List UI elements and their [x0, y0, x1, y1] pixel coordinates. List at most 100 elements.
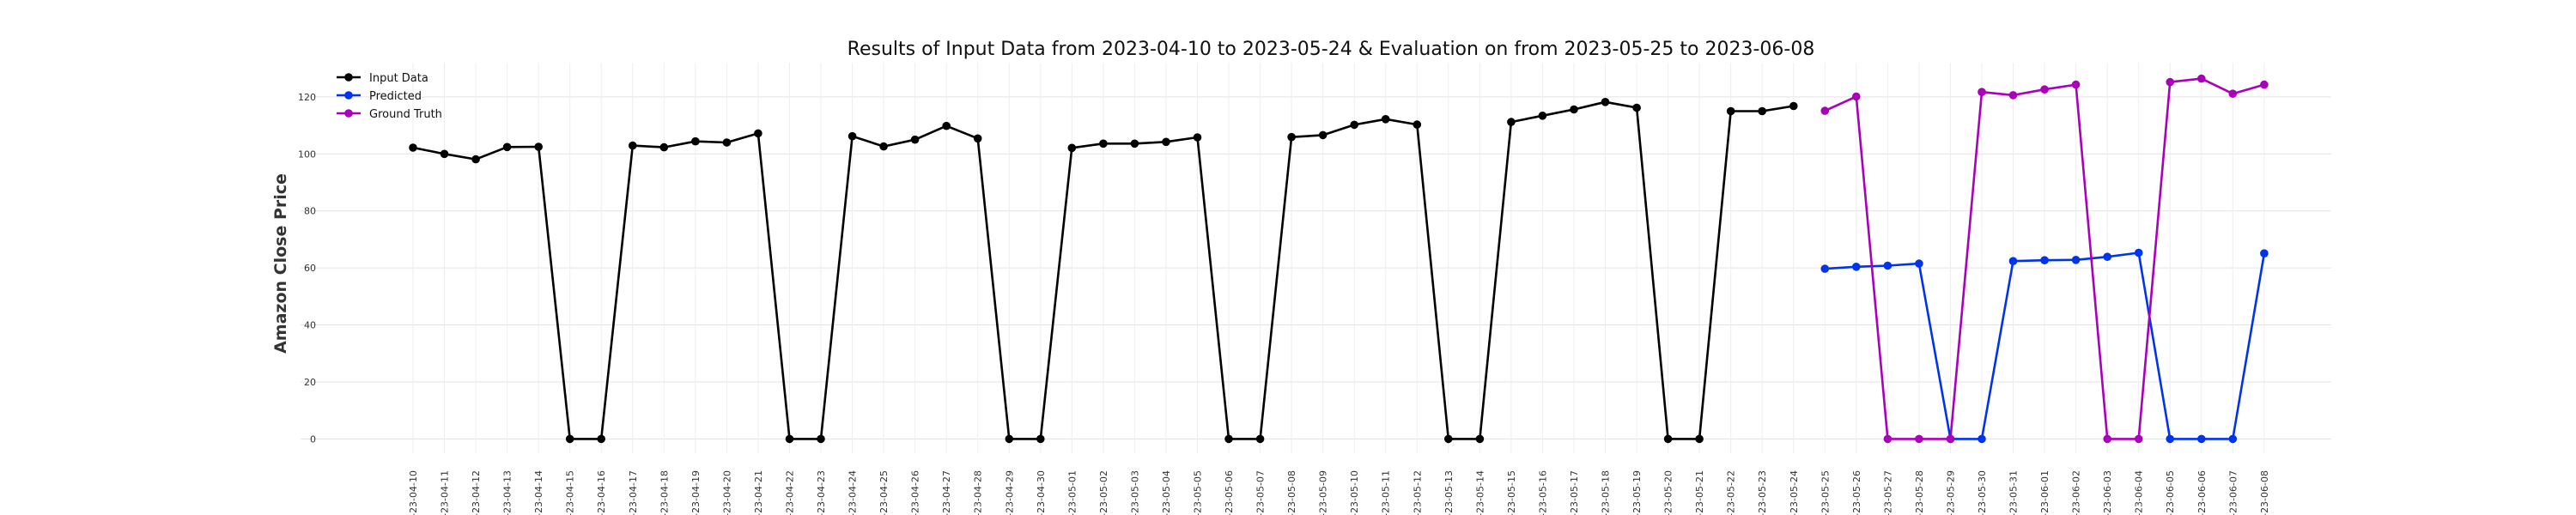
data-point [1663, 434, 1673, 444]
data-point [2134, 248, 2143, 258]
data-point [1695, 434, 1704, 444]
data-point [973, 134, 982, 143]
data-point [471, 154, 480, 164]
legend: Input Data Predicted Ground Truth [337, 72, 442, 121]
data-point [534, 142, 543, 151]
data-point [1130, 139, 1139, 148]
x-tick-label: -23-05-20 [1663, 470, 1674, 515]
x-tick-label: -23-05-07 [1255, 470, 1267, 515]
data-point [409, 143, 417, 152]
x-tick-label: -23-04-15 [565, 470, 576, 515]
x-tick-label: -23-05-31 [2008, 470, 2020, 515]
y-tick-label: 100 [298, 148, 316, 160]
data-point [2103, 434, 2111, 444]
x-tick-label: -23-04-21 [753, 470, 764, 515]
x-tick-label: -23-05-26 [1851, 470, 1862, 515]
data-point [1444, 434, 1453, 444]
data-point [879, 142, 888, 151]
y-tick-label: 60 [304, 263, 316, 274]
data-point [1036, 434, 1045, 444]
data-point [785, 434, 794, 444]
data-point [1883, 434, 1893, 444]
data-point [565, 434, 574, 444]
x-tick-label: -23-04-30 [1036, 470, 1047, 515]
data-point [1726, 106, 1735, 116]
data-point [597, 434, 605, 444]
data-point [817, 434, 825, 444]
data-point [1099, 139, 1108, 148]
data-point [2040, 256, 2049, 265]
x-tick-label: -23-04-25 [878, 470, 890, 515]
data-point [2103, 252, 2111, 262]
x-tick-label: -23-04-12 [471, 470, 482, 515]
x-tick-label: -23-06-04 [2134, 470, 2145, 515]
legend-label: Predicted [369, 90, 422, 103]
series-group [409, 74, 2269, 444]
data-point [1915, 259, 1923, 268]
x-tick-label: -23-06-01 [2039, 470, 2050, 515]
data-point [2071, 80, 2081, 89]
x-tick-label: -23-04-14 [533, 470, 544, 515]
x-tick-label: -23-04-27 [941, 470, 952, 515]
x-tick-label: -23-04-23 [816, 470, 827, 515]
data-point [1570, 105, 1578, 114]
x-tick-label: -23-04-10 [408, 470, 419, 515]
data-point [2008, 257, 2018, 266]
y-tick-label: 120 [298, 92, 316, 103]
data-point [1067, 143, 1077, 153]
x-tick-label: -23-06-02 [2071, 470, 2082, 515]
x-tick-label: -23-04-24 [848, 470, 859, 515]
data-point [502, 142, 512, 152]
x-tick-label: -23-04-28 [973, 470, 984, 515]
data-point [1193, 133, 1202, 142]
data-point [1789, 101, 1798, 111]
x-tick-label: -23-05-11 [1381, 470, 1392, 515]
x-tick-label: -23-05-17 [1569, 470, 1580, 515]
data-point [1883, 261, 1893, 270]
data-point [659, 142, 669, 152]
data-point [910, 135, 920, 144]
x-tick-label: -23-04-20 [721, 470, 732, 515]
x-tick-label: -23-05-25 [1820, 470, 1831, 515]
x-tick-label: -23-05-28 [1914, 470, 1925, 515]
data-point [629, 141, 637, 150]
data-point [2197, 74, 2206, 83]
legend-label: Input Data [369, 72, 428, 85]
data-point [1475, 434, 1485, 444]
x-tick-label: -23-05-15 [1506, 470, 1517, 515]
y-tick-label: 0 [310, 433, 316, 445]
x-tick-label: -23-04-16 [596, 470, 607, 515]
data-point [1758, 106, 1766, 116]
x-tick-label: -23-05-19 [1631, 470, 1643, 515]
x-tick-label: -23-04-22 [784, 470, 795, 515]
data-point [1820, 106, 1830, 115]
x-tick-label: -23-06-03 [2102, 470, 2113, 515]
data-point [1538, 112, 1547, 120]
chart-title: Results of Input Data from 2023-04-10 to… [848, 39, 1815, 60]
x-tick-label: -23-05-21 [1694, 470, 1705, 515]
data-point [2228, 89, 2238, 98]
x-tick-label: -23-04-17 [628, 470, 639, 515]
data-point [942, 121, 951, 130]
data-point [1381, 115, 1390, 124]
data-point [2071, 256, 2081, 264]
y-tick-label: 80 [304, 206, 316, 217]
y-axis-ticks: 0 20 40 60 80 100 120 [298, 92, 316, 445]
data-point [1413, 120, 1422, 129]
y-axis-label: Amazon Close Price [271, 173, 290, 354]
x-tick-label: -23-06-05 [2165, 470, 2176, 515]
data-point [1005, 434, 1014, 444]
data-point [722, 138, 732, 147]
x-tick-label: -23-04-11 [440, 470, 451, 515]
x-tick-label: -23-06-08 [2259, 470, 2270, 515]
y-tick-label: 20 [304, 377, 316, 388]
data-point [2197, 434, 2206, 444]
x-tick-label: -23-05-30 [1977, 470, 1988, 515]
grid [301, 63, 2331, 453]
data-point [1852, 92, 1861, 101]
legend-swatch-marker [344, 91, 353, 100]
data-point [1350, 120, 1358, 130]
data-point [1162, 137, 1170, 147]
x-tick-label: -23-05-10 [1349, 470, 1360, 515]
